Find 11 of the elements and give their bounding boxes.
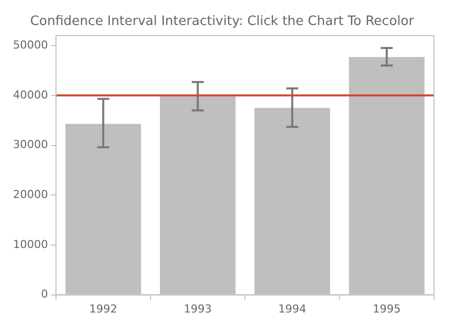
y-tick-label: 0 [40, 288, 48, 301]
x-tick-label: 1993 [184, 302, 212, 316]
y-tick-label: 40000 [12, 88, 48, 102]
y-tick-label: 30000 [12, 138, 48, 152]
x-tick-label: 1994 [278, 302, 306, 316]
y-tick-label: 50000 [12, 38, 48, 52]
x-tick-label: 1995 [372, 302, 401, 316]
x-tick-label: 1992 [89, 302, 118, 316]
y-tick-label: 10000 [12, 238, 48, 251]
y-tick-label: 20000 [12, 188, 48, 201]
chart-title: Confidence Interval Interactivity: Click the Chart To Recolor [30, 14, 415, 30]
